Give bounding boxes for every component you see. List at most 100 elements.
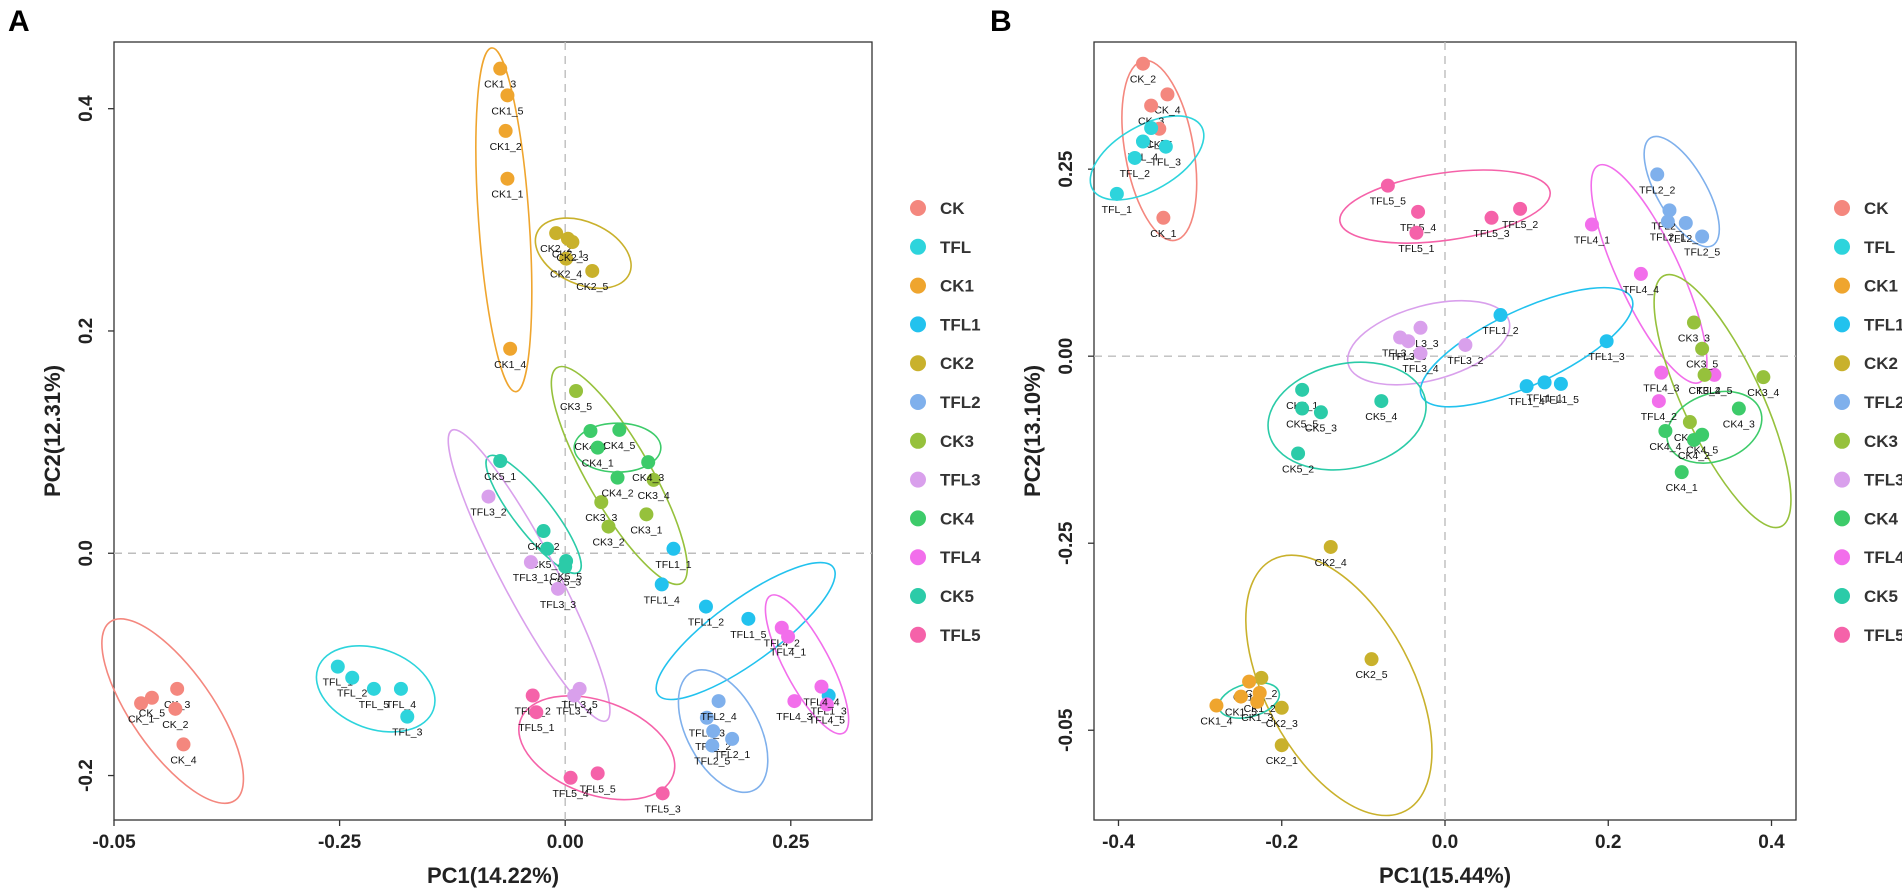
data-point-tfl3-2: [481, 489, 496, 504]
data-point-tfl3-4: [567, 688, 582, 703]
point-label: TFL_2: [337, 688, 368, 700]
point-label: TFL1_1: [1526, 392, 1562, 404]
point-label: CK2_1: [1266, 755, 1298, 767]
point-label: CK3_3: [1678, 333, 1710, 345]
point-label: CK5_5: [1286, 419, 1318, 431]
data-point-ck4-3: [641, 455, 656, 470]
data-point-ck4-4: [583, 424, 598, 438]
point-label: CK3_4: [638, 490, 670, 502]
point-label: TFL5_3: [645, 803, 681, 815]
point-label: TFL2_1: [714, 749, 750, 761]
panel-b-x-tick-label: 0.0: [1432, 832, 1458, 853]
point-label: TFL3_1: [1382, 347, 1418, 359]
legend-label-ck: CK: [940, 199, 965, 218]
point-label: TFL3_2: [1447, 355, 1483, 367]
point-label: CK4_5: [1686, 445, 1718, 457]
panel-b-legend: CK TFL CK1 TFL1 CK2 TFL2 CK3 TFL3 CK4 TFL4 CK5 TFL5: [1834, 199, 1902, 645]
point-label: TFL_4: [386, 699, 417, 711]
data-point-ck-3: [1144, 98, 1159, 113]
legend-label-ck2: CK2: [1864, 354, 1898, 373]
point-label: TFL4_2: [1641, 411, 1677, 423]
data-point-ck3-3: [594, 495, 609, 510]
point-label: CK2_4: [550, 269, 582, 281]
data-point-tfl-4: [1135, 134, 1150, 149]
data-point-ck2-3: [1274, 700, 1289, 715]
data-point-tfl3-3: [1413, 320, 1428, 335]
data-point-ck5-3: [558, 559, 573, 574]
data-point-ck-4: [1160, 87, 1175, 102]
data-point-tfl5-4: [563, 770, 578, 785]
data-point-tfl1-4: [1519, 379, 1534, 394]
legend-label-tfl1: TFL1: [940, 315, 981, 334]
point-label: TFL_3: [392, 727, 423, 739]
data-point-tfl-5: [366, 681, 381, 696]
data-point-ck3-4: [1756, 370, 1771, 385]
legend-key-tfl3: [910, 471, 926, 488]
point-label: CK1_5: [1225, 707, 1257, 719]
point-label: TFL4_1: [770, 647, 806, 659]
legend-label-tfl2: TFL2: [1864, 393, 1902, 412]
data-point-ck1-5: [1233, 689, 1248, 704]
data-point-tfl1-4: [654, 577, 669, 592]
panel-b-x-tick-label: 0.4: [1758, 832, 1785, 853]
data-point-tfl2-4: [711, 694, 726, 709]
data-point-tfl3-5: [1401, 334, 1416, 349]
point-label: TFL1_3: [1589, 351, 1625, 363]
data-point-tfl-4: [393, 681, 408, 696]
panel-b-y-tick-label: -0.05: [1056, 708, 1077, 752]
point-label: CK2_4: [1315, 557, 1347, 569]
legend-key-tfl5: [1834, 626, 1850, 643]
point-label: CK_4: [170, 754, 196, 766]
point-label: CK_1: [1150, 228, 1176, 240]
data-point-ck3-5: [1695, 341, 1710, 356]
data-point-tfl5-2: [525, 688, 540, 703]
point-label: CK4_2: [1678, 450, 1710, 462]
point-label: TFL5_3: [1473, 228, 1509, 240]
data-point-ck3-3: [1686, 315, 1701, 330]
legend-key-tfl: [910, 238, 926, 255]
point-label: TFL4_4: [1623, 284, 1659, 296]
panel-a-x-tick-label: -0.05: [92, 832, 136, 853]
data-point-tfl-3: [1158, 139, 1173, 154]
point-label: CK5_4: [531, 559, 563, 571]
point-label: TFL1_5: [730, 629, 766, 641]
point-label: TFL2_1: [1650, 232, 1686, 244]
point-label: CK2_5: [1355, 669, 1387, 681]
data-point-tfl5-2: [1513, 201, 1528, 216]
point-label: CK4_3: [1723, 419, 1755, 431]
group-ellipse-ck: [101, 618, 245, 805]
data-point-tfl5-1: [529, 705, 544, 720]
point-label: TFL1_2: [1482, 325, 1518, 337]
legend-key-tfl4: [910, 549, 926, 566]
data-point-tfl4-5: [1707, 367, 1722, 382]
data-point-ck5-2: [536, 524, 551, 539]
point-label: TFL_2: [1120, 168, 1151, 180]
point-label: TFL3_3: [540, 599, 576, 611]
data-point-ck1-4: [503, 341, 518, 356]
data-point-tfl2-1: [1660, 214, 1675, 229]
point-label: TFL4_1: [1574, 235, 1610, 247]
legend-key-ck1: [1834, 277, 1850, 294]
legend-label-tfl3: TFL3: [940, 471, 981, 490]
legend-label-tfl4: TFL4: [1864, 548, 1902, 567]
point-label: CK2_3: [556, 252, 588, 264]
group-ellipse-ck5: [485, 454, 582, 575]
point-label: TFL5_5: [580, 783, 616, 795]
group-ellipse-tfl5: [1339, 169, 1551, 244]
data-point-ck5-1: [493, 454, 508, 469]
group-ellipse-ck2: [1245, 554, 1433, 817]
data-point-tfl4-1: [781, 629, 796, 644]
panel-a-y-tick-label: 0.0: [76, 540, 97, 566]
data-point-ck-5: [144, 690, 159, 705]
data-point-tfl4-1: [1584, 217, 1599, 232]
point-label: CK1_1: [491, 189, 523, 201]
data-point-tfl5-3: [655, 786, 670, 801]
point-label: TFL5_1: [518, 722, 554, 734]
legend-key-ck5: [1834, 588, 1850, 604]
point-label: TFL4_3: [1643, 383, 1679, 395]
data-point-ck-1: [134, 696, 149, 711]
data-point-ck4-2: [1686, 432, 1701, 447]
point-label: CK5_5: [550, 571, 582, 583]
point-label: TFL3_2: [470, 507, 506, 519]
